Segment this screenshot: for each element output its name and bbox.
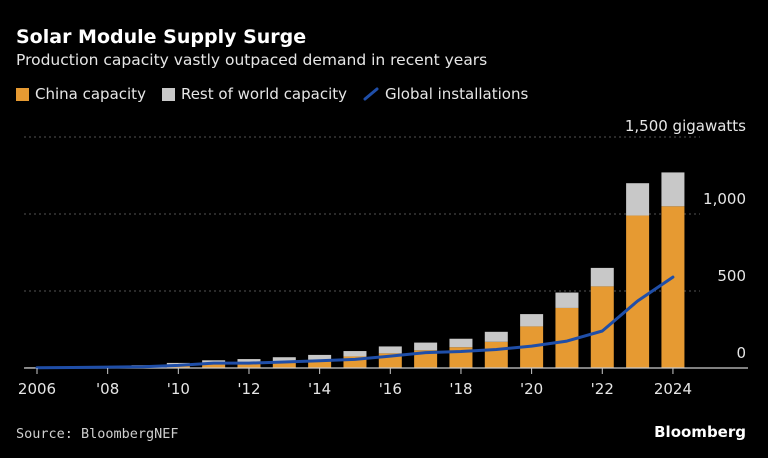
- bar-rest-of-world: [343, 351, 367, 357]
- legend: China capacity Rest of world capacity Gl…: [16, 85, 544, 103]
- bar-rest-of-world: [449, 338, 473, 348]
- bar-rest-of-world: [308, 354, 332, 360]
- legend-item-rest-of-world: Rest of world capacity: [161, 85, 348, 103]
- bar-rest-of-world: [414, 342, 438, 351]
- legend-label-installations: Global installations: [385, 85, 529, 103]
- x-tick-label: '08: [96, 380, 119, 398]
- chart-subtitle: Production capacity vastly outpaced dema…: [16, 51, 488, 69]
- bar-china: [626, 215, 650, 368]
- x-tick-label: '22: [591, 380, 614, 398]
- y-tick-label: 500: [717, 267, 746, 285]
- chart-plot: 0 500 1,000 1,500 gigawatts 2006 '08 '10 '12 '14…: [18, 117, 748, 398]
- x-tick-label: '18: [449, 380, 472, 398]
- x-tick-label: 2006: [18, 380, 56, 398]
- bar-china: [202, 364, 226, 368]
- legend-line-icon: [363, 87, 379, 101]
- y-tick-label: 1,000: [703, 190, 746, 208]
- x-tick-label: '14: [308, 380, 331, 398]
- legend-label-china: China capacity: [35, 85, 146, 103]
- x-tick-label: 2024: [654, 380, 692, 398]
- bloomberg-logo: Bloomberg: [654, 423, 746, 441]
- x-tick-label: '20: [520, 380, 543, 398]
- x-tick-label: '16: [379, 380, 402, 398]
- bar-china: [590, 286, 614, 368]
- bar-rest-of-world: [520, 314, 544, 327]
- bar-rest-of-world: [484, 331, 508, 342]
- legend-swatch-china: [16, 87, 29, 101]
- bar-rest-of-world: [626, 183, 650, 216]
- legend-label-rest-of-world: Rest of world capacity: [180, 85, 348, 103]
- bar-rest-of-world: [590, 267, 614, 287]
- x-tick-label: '10: [167, 380, 190, 398]
- bar-rest-of-world: [555, 292, 579, 308]
- bar-china: [484, 341, 508, 368]
- bar-china: [414, 350, 438, 368]
- legend-item-china: China capacity: [16, 85, 146, 103]
- y-tick-label: 1,500 gigawatts: [625, 117, 746, 135]
- bar-rest-of-world: [237, 359, 261, 364]
- bar-china: [237, 363, 261, 368]
- bar-rest-of-world: [378, 346, 402, 354]
- bar-china: [308, 359, 332, 368]
- installations-line: [35, 275, 675, 370]
- bar-china: [661, 206, 685, 368]
- source-note: Source: BloombergNEF: [16, 426, 179, 442]
- bar-rest-of-world: [661, 172, 685, 207]
- bar-china: [555, 307, 579, 368]
- chart-title: Solar Module Supply Surge: [16, 26, 307, 48]
- legend-swatch-rest-of-world: [161, 87, 175, 101]
- bar-rest-of-world: [272, 357, 296, 362]
- y-tick-label: 0: [736, 344, 746, 362]
- bar-china: [272, 361, 296, 368]
- legend-item-installations: Global installations: [363, 85, 528, 103]
- x-tick-label: '12: [237, 380, 260, 398]
- bar-china: [343, 356, 367, 368]
